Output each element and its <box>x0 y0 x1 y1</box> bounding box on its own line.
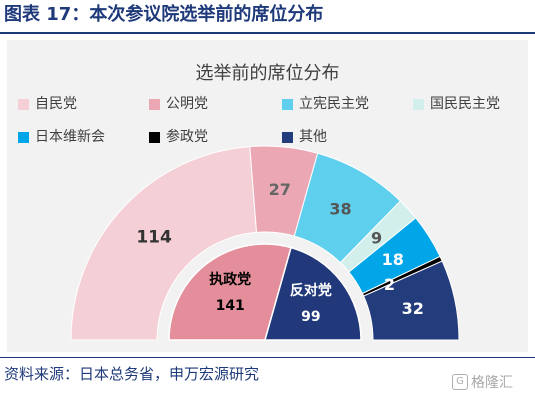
inner-slice-opposition <box>264 246 362 341</box>
legend-swatch <box>282 131 293 143</box>
legend-item-ishin: 日本维新会 <box>18 128 105 146</box>
legend-swatch <box>282 98 293 110</box>
slice-label-sanseito: 2 <box>384 275 395 294</box>
watermark-logo-icon: G <box>452 374 468 390</box>
slice-other <box>362 260 460 341</box>
legend-swatch <box>413 98 424 110</box>
inner-group-name-ruling: 执政党 <box>209 271 251 288</box>
slice-label-dpp: 9 <box>371 229 382 248</box>
inner-group-value-ruling: 141 <box>216 298 245 314</box>
inner-labels: 执政党 141 反对党 99 <box>209 271 332 325</box>
slice-label-cdp: 38 <box>329 200 351 219</box>
legend-label: 公明党 <box>166 96 208 112</box>
slice-label-ldp: 114 <box>136 228 172 248</box>
legend-label: 自民党 <box>35 96 77 112</box>
legend-label: 其他 <box>299 129 327 145</box>
inner-group-value-opposition: 99 <box>301 309 320 325</box>
legend-swatch <box>149 131 160 143</box>
chart-title: 选举前的席位分布 <box>195 63 340 84</box>
inner-ring <box>168 243 362 341</box>
source-rule <box>0 357 535 358</box>
legend-item-dpp: 国民民主党 <box>413 95 500 113</box>
figure-title: 图表 17：本次参议院选举前的席位分布 <box>4 4 324 25</box>
legend-item-sanseito: 参政党 <box>149 128 208 146</box>
legend-label: 立宪民主党 <box>299 96 369 112</box>
legend-item-ldp: 自民党 <box>18 95 77 113</box>
title-rule <box>0 32 535 34</box>
inner-slice-ruling <box>168 243 292 341</box>
legend-label: 参政党 <box>166 129 208 145</box>
inner-group-name-opposition: 反对党 <box>290 282 332 299</box>
slice-label-komeito: 27 <box>269 180 291 199</box>
watermark: G 格隆汇 <box>452 372 513 392</box>
slice-ldp <box>70 146 258 341</box>
source-note: 资料来源：日本总务省，申万宏源研究 <box>4 365 260 383</box>
legend-item-komeito: 公明党 <box>149 95 208 113</box>
legend-label: 国民民主党 <box>430 96 500 112</box>
legend-swatch <box>18 98 29 110</box>
legend-swatch <box>149 98 160 110</box>
legend-label: 日本维新会 <box>35 129 105 145</box>
legend-item-cdp: 立宪民主党 <box>282 95 369 113</box>
slice-label-ishin: 18 <box>382 250 404 269</box>
watermark-text: 格隆汇 <box>471 375 513 391</box>
outer-ring <box>70 145 460 341</box>
legend-swatch <box>18 131 29 143</box>
slice-label-other: 32 <box>402 299 424 318</box>
outer-labels: 114 27 38 918 2 32 <box>136 180 423 318</box>
legend-item-other: 其他 <box>282 128 327 146</box>
